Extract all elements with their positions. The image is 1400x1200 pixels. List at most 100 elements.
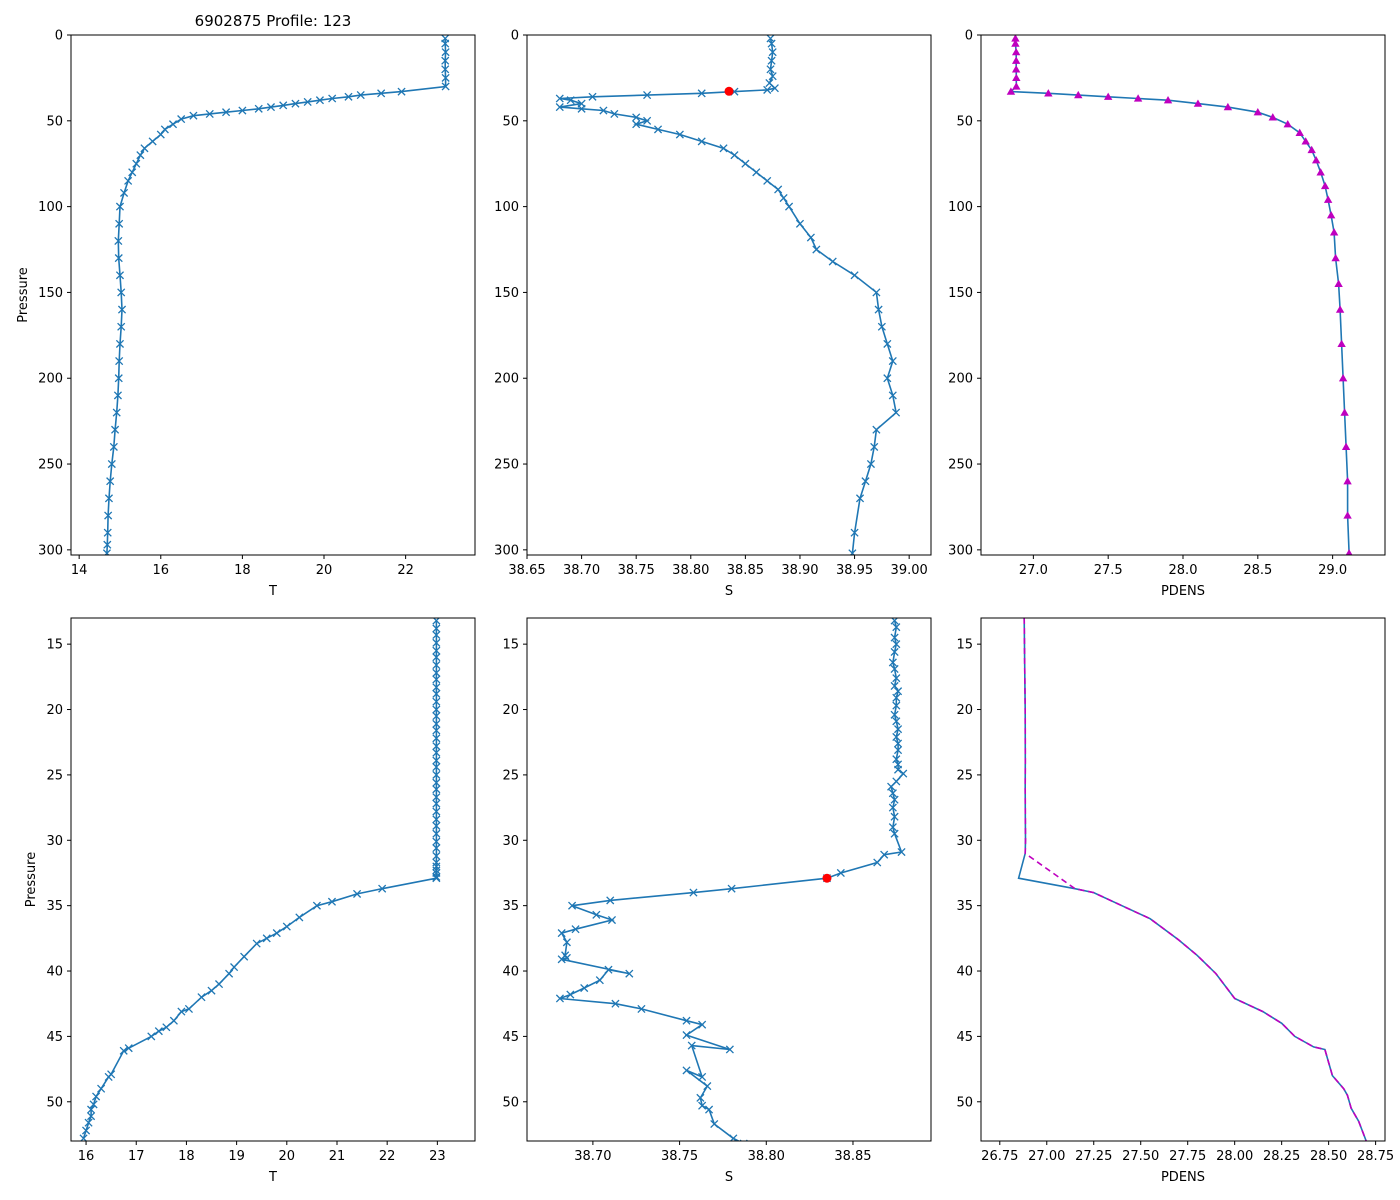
data-point bbox=[698, 1072, 707, 1081]
y-tick-label: 40 bbox=[46, 965, 63, 980]
data-point bbox=[432, 712, 441, 721]
x-tick-label: 38.80 bbox=[748, 1149, 785, 1164]
data-point bbox=[1044, 89, 1053, 97]
x-tick-label: 28.5 bbox=[1243, 563, 1272, 578]
data-point bbox=[441, 39, 450, 48]
data-point bbox=[768, 48, 777, 57]
data-point bbox=[115, 271, 125, 280]
data-point bbox=[571, 925, 580, 934]
data-point bbox=[625, 969, 634, 978]
data-point bbox=[230, 963, 239, 972]
data-point bbox=[870, 442, 879, 451]
data-point bbox=[850, 528, 859, 537]
data-point bbox=[1337, 339, 1346, 348]
x-tick-label: 38.85 bbox=[834, 1149, 871, 1164]
y-tick-label: 40 bbox=[956, 965, 973, 980]
data-point bbox=[119, 1046, 128, 1055]
plot-area bbox=[1017, 618, 1367, 1141]
data-point bbox=[81, 1126, 91, 1135]
data-point bbox=[610, 109, 619, 119]
y-tick-label: 25 bbox=[502, 768, 519, 783]
data-point bbox=[872, 425, 881, 434]
series-line-t bbox=[106, 38, 447, 554]
x-tick-label: 38.90 bbox=[781, 563, 818, 578]
axes-frame bbox=[980, 34, 1386, 556]
data-point bbox=[432, 799, 441, 808]
data-point bbox=[1331, 253, 1340, 262]
data-point bbox=[168, 120, 178, 129]
data-point bbox=[356, 91, 365, 100]
data-point bbox=[890, 681, 899, 691]
data-point bbox=[1323, 195, 1333, 203]
y-tick-label: 40 bbox=[502, 965, 519, 980]
x-tick-label: 22 bbox=[397, 563, 414, 578]
data-point bbox=[1133, 94, 1143, 102]
axes-frame bbox=[526, 617, 932, 1142]
y-tick-label: 200 bbox=[38, 372, 63, 387]
data-point bbox=[432, 837, 441, 846]
data-point bbox=[566, 96, 575, 105]
data-point bbox=[432, 734, 441, 743]
data-point bbox=[752, 168, 761, 177]
data-point bbox=[1341, 442, 1351, 451]
data-point bbox=[812, 245, 821, 254]
y-tick-label: 250 bbox=[38, 458, 63, 473]
data-point bbox=[1340, 408, 1349, 416]
y-tick-label: 45 bbox=[46, 1030, 63, 1045]
data-point bbox=[148, 137, 157, 146]
chart-title: 6902875 Profile: 123 bbox=[195, 12, 352, 30]
data-point bbox=[892, 717, 901, 726]
data-point bbox=[682, 1066, 691, 1075]
series-line-pdens bbox=[1017, 618, 1367, 1141]
x-tick-label: 22 bbox=[379, 1149, 396, 1164]
x-tick-label: 27.50 bbox=[1122, 1149, 1159, 1164]
data-point bbox=[252, 939, 261, 948]
data-point bbox=[291, 99, 300, 108]
data-point bbox=[119, 188, 129, 197]
data-point bbox=[154, 1027, 163, 1036]
data-point bbox=[774, 185, 783, 194]
data-point bbox=[207, 986, 216, 995]
data-point bbox=[1011, 35, 1020, 42]
data-point bbox=[432, 829, 441, 838]
data-point bbox=[763, 176, 772, 185]
data-point bbox=[555, 94, 564, 103]
panel-top-T: 14 16 18 20 22 0 50 100 150 200 250 300 T Pressure 690… bbox=[16, 12, 476, 599]
data-point bbox=[303, 97, 312, 106]
data-point bbox=[698, 1101, 707, 1110]
data-point bbox=[1338, 374, 1348, 382]
data-point bbox=[1011, 47, 1021, 56]
x-tick-label: 29.0 bbox=[1318, 563, 1347, 578]
x-tick-label: 28.25 bbox=[1263, 1149, 1300, 1164]
data-point bbox=[611, 999, 620, 1008]
data-point bbox=[703, 1082, 712, 1091]
data-point bbox=[254, 104, 263, 113]
data-point bbox=[114, 254, 123, 263]
data-point bbox=[697, 89, 706, 98]
data-point bbox=[87, 1112, 96, 1121]
data-point bbox=[767, 56, 776, 65]
data-point bbox=[897, 847, 906, 857]
data-point bbox=[117, 322, 126, 331]
data-point bbox=[1103, 92, 1113, 100]
y-tick-label: 25 bbox=[956, 768, 973, 783]
data-point bbox=[850, 271, 859, 280]
x-tick-label: 20 bbox=[279, 1149, 296, 1164]
x-axis-label: T bbox=[268, 1170, 277, 1185]
data-point bbox=[432, 770, 441, 779]
data-point bbox=[169, 1016, 178, 1025]
y-tick-label: 150 bbox=[494, 286, 519, 301]
x-tick-label: 27.75 bbox=[1169, 1149, 1206, 1164]
data-point bbox=[770, 84, 779, 93]
data-point bbox=[687, 1041, 696, 1050]
y-tick-label: 300 bbox=[38, 543, 63, 558]
data-point bbox=[828, 257, 837, 266]
data-point bbox=[1329, 228, 1339, 236]
panel-top-S: 38.65 38.70 38.75 38.80 38.85 38.90 38.95 39.00… bbox=[494, 29, 932, 599]
data-point bbox=[432, 646, 441, 655]
data-point bbox=[577, 104, 586, 113]
data-point bbox=[866, 459, 876, 469]
data-point bbox=[606, 896, 615, 905]
data-point bbox=[643, 116, 652, 125]
y-tick-label: 300 bbox=[494, 543, 519, 558]
